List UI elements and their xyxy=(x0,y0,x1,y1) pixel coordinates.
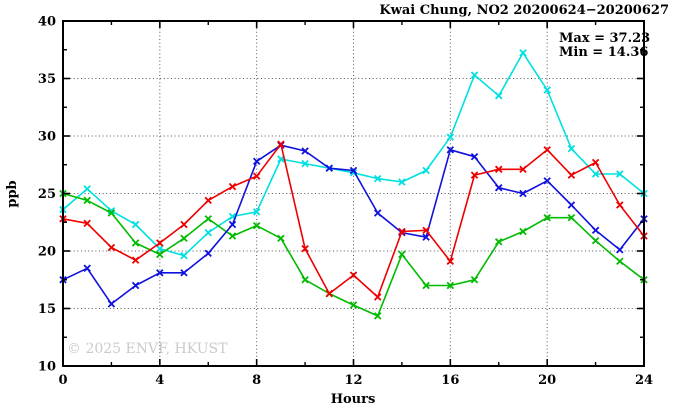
x-tick-label: 0 xyxy=(58,373,67,388)
y-tick-label: 30 xyxy=(38,130,56,145)
series-green-markers xyxy=(59,189,648,320)
series-red-markers xyxy=(59,140,648,301)
y-axis-label: ppb xyxy=(5,180,20,207)
x-tick-label: 4 xyxy=(155,373,164,388)
x-tick-label: 12 xyxy=(344,373,362,388)
y-tick-label: 40 xyxy=(38,15,56,30)
y-tick-label: 25 xyxy=(38,187,56,202)
x-tick-label: 16 xyxy=(441,373,459,388)
chart-title: Kwai Chung, NO2 20200624−20200627 xyxy=(379,3,669,18)
min-annotation: Min = 14.36 xyxy=(559,45,648,60)
grid-layer xyxy=(63,21,644,366)
x-tick-label: 24 xyxy=(635,373,653,388)
max-annotation: Max = 37.23 xyxy=(559,31,650,46)
y-tick-label: 35 xyxy=(38,72,56,87)
plot-border xyxy=(62,20,645,367)
axis-layer: 0 4 8 12 16 20 24 10 15 20 25 30 35 40 xyxy=(38,15,653,389)
y-tick-label: 20 xyxy=(38,245,56,260)
series-blue-markers xyxy=(59,141,648,308)
x-tick-label: 8 xyxy=(252,373,261,388)
y-tick-label: 15 xyxy=(38,302,56,317)
x-tick-label: 20 xyxy=(538,373,556,388)
watermark: © 2025 ENVF, HKUST xyxy=(67,341,228,357)
x-axis-label: Hours xyxy=(331,392,376,407)
y-tick-label: 10 xyxy=(38,360,56,375)
